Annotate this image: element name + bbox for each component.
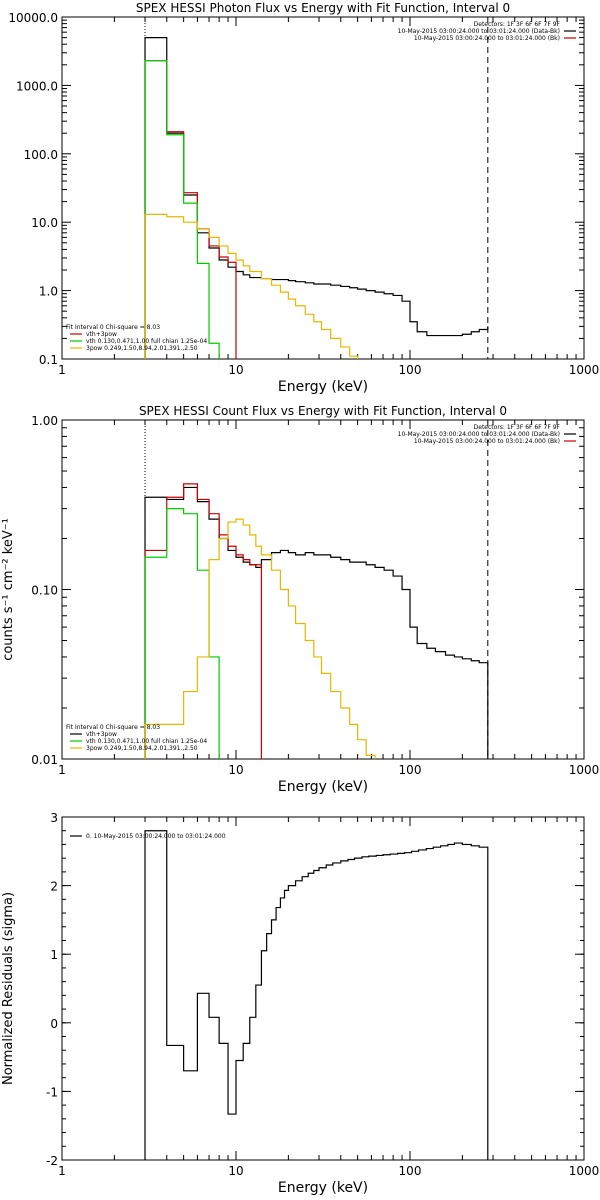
legend-text: vth+3pow <box>86 731 117 738</box>
x-tick-label: 100 <box>399 763 422 777</box>
y-tick-label: 1 <box>50 948 58 962</box>
y-tick-label: 1.0 <box>39 285 58 299</box>
plot-frame <box>61 16 585 360</box>
y-tick-label: 3 <box>50 811 58 825</box>
y-tick-label: 10000.0 <box>8 11 58 25</box>
y-tick-label: -1 <box>46 1085 58 1099</box>
legend-text: 3pow 0.249,1.50,8.94,2.01,391.,2.50 <box>86 745 198 752</box>
chart-title: SPEX HESSI Count Flux vs Energy with Fit… <box>139 404 507 418</box>
series-0-step-line <box>144 830 489 1160</box>
y-axis-label: Normalized Residuals (sigma) <box>1 892 16 1085</box>
x-tick-label: 10 <box>228 1164 243 1178</box>
y-tick-label: 0.01 <box>31 753 58 767</box>
legend-text: Fit Interval 0 Chi-square = 8.03 <box>66 324 160 331</box>
chart-title: SPEX HESSI Photon Flux vs Energy with Fi… <box>136 1 510 15</box>
y-tick-label: 0 <box>50 1017 58 1031</box>
y-tick-label: 2 <box>50 880 58 894</box>
x-tick-label: 1 <box>58 763 66 777</box>
count-flux-panel: SPEX HESSI Count Flux vs Energy with Fit… <box>1 404 599 795</box>
x-tick-label: 100 <box>399 1164 422 1178</box>
legend-text: vth+3pow <box>86 331 117 338</box>
x-tick-label: 10 <box>228 763 243 777</box>
header-legend-text: 10-May-2015 03:00:24.000 to 03:01:24.000… <box>414 438 560 445</box>
x-axis-label: Energy (keV) <box>278 379 368 395</box>
header-legend-text: Detectors: 1F 3F 6F 6F 7F 9F <box>474 21 561 28</box>
legend-text: 3pow 0.249,1.50,8.94,2.01,391.,2.50 <box>86 345 198 352</box>
series-1-step-line <box>144 483 263 759</box>
series-2-step-line <box>144 508 220 759</box>
header-legend-text: 10-May-2015 03:00:24.000 to 03:01:24.000… <box>414 35 560 42</box>
x-tick-label: 1000 <box>569 363 600 377</box>
x-tick-label: 1000 <box>569 763 600 777</box>
x-axis-label: Energy (keV) <box>278 779 368 795</box>
y-tick-label: 1000.0 <box>16 79 58 93</box>
x-tick-label: 100 <box>399 363 422 377</box>
series-group <box>144 36 489 359</box>
y-tick-label: 10.0 <box>31 216 58 230</box>
legend-text: vth 0.130,0.471,1.00 full chian 1.25e-04 <box>86 738 207 745</box>
plot-frame <box>61 419 585 760</box>
header-legend-text: Detectors: 1F 3F 6F 6F 7F 9F <box>474 424 561 431</box>
x-tick-label: 1 <box>58 1164 66 1178</box>
series-1-step-line <box>144 60 237 359</box>
plot-frame <box>61 816 585 1161</box>
series-3-step-line <box>144 213 359 359</box>
y-tick-label: 1.00 <box>31 414 58 428</box>
series-3-step-line <box>144 518 376 759</box>
y-axis-label: counts s⁻¹ cm⁻² keV⁻¹ <box>1 518 16 661</box>
series-2-step-line <box>144 60 220 359</box>
series-group <box>144 483 489 759</box>
x-tick-label: 1 <box>58 363 66 377</box>
y-tick-label: 0.1 <box>39 353 58 367</box>
y-tick-label: -2 <box>46 1154 58 1168</box>
photon-flux-panel: SPEX HESSI Photon Flux vs Energy with Fi… <box>8 1 599 395</box>
legend-text: vth 0.130,0.471,1.00 full chian 1.25e-04 <box>86 338 207 345</box>
y-tick-label: 100.0 <box>24 148 58 162</box>
residuals-panel: 1 10 100 1000 Energy (keV) -2 -1 0 1 2 3 Normalized… <box>1 811 599 1196</box>
series-group <box>144 830 489 1160</box>
y-tick-label: 0.10 <box>31 584 58 598</box>
series-0-step-line <box>144 486 489 759</box>
x-axis-label: Energy (keV) <box>278 1180 368 1196</box>
x-tick-label: 1000 <box>569 1164 600 1178</box>
series-0-step-line <box>144 36 489 359</box>
legend-text: 0. 10-May-2015 03:00:24.000 to 03:01:24.… <box>86 833 226 840</box>
x-tick-label: 10 <box>228 363 243 377</box>
header-legend-text: 10-May-2015 03:00:24.000 to 03:01:24.000… <box>398 28 560 35</box>
legend-text: Fit Interval 0 Chi-square = 8.03 <box>66 724 160 731</box>
header-legend-text: 10-May-2015 03:00:24.000 to 03:01:24.000… <box>398 431 560 438</box>
